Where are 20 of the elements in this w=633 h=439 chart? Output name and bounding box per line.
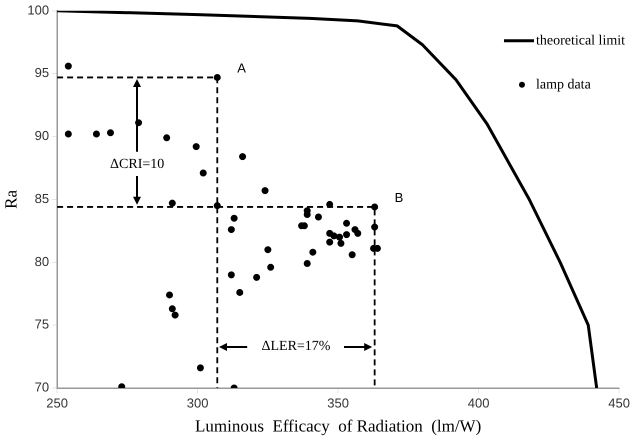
x-tick-label: 400 (468, 395, 490, 410)
annotation: B (394, 190, 404, 206)
y-tick-label: 85 (34, 190, 50, 206)
y-tick-label: 95 (34, 65, 50, 80)
y-tick-label: 100 (27, 2, 50, 18)
legend-label: lamp data (536, 77, 592, 92)
annotation: A (237, 60, 246, 76)
x-axis-title: Luminous Efficacy of Radiation (lm/W) (194, 416, 482, 436)
x-tick-label: 450 (608, 395, 630, 410)
x-tick-label: 300 (186, 395, 208, 410)
annotation: ΔLER=17% (261, 339, 331, 354)
legend-label: theoretical limit (536, 33, 626, 48)
y-tick-label: 70 (34, 380, 50, 395)
y-tick-label: 80 (34, 254, 50, 269)
y-tick-label: 75 (34, 316, 50, 332)
y-tick-label: 90 (34, 128, 50, 144)
annotation: ΔCRI=10 (110, 156, 164, 172)
x-tick-label: 350 (327, 395, 349, 410)
x-tick-label: 250 (46, 395, 68, 410)
y-axis-title: Ra (2, 190, 21, 209)
